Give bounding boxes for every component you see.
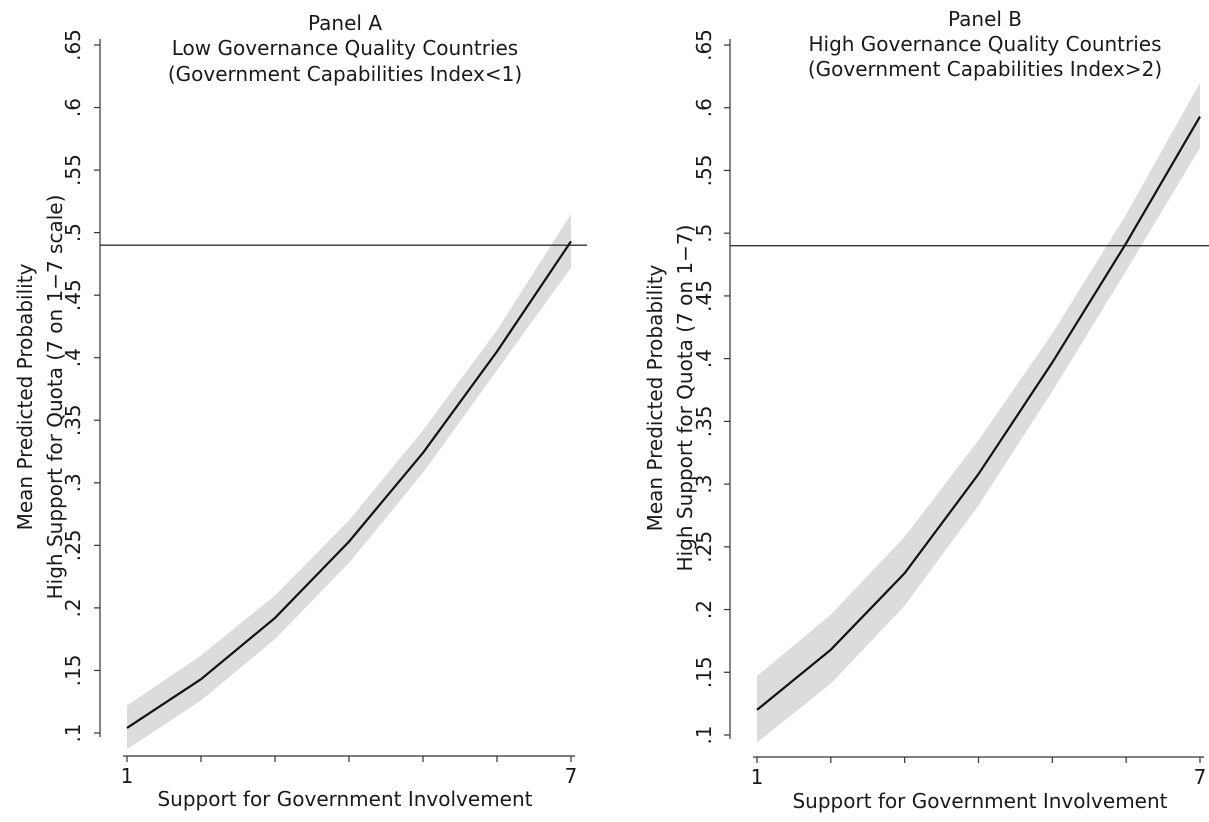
y-tick-label: .5: [692, 224, 716, 243]
y-tick-label: .65: [61, 29, 85, 61]
y-tick-label: .55: [692, 155, 716, 187]
y-tick-label: .2: [61, 598, 85, 617]
panel-subtitle: (Government Capabilities Index>2): [808, 57, 1162, 81]
y-tick-label: .25: [61, 529, 85, 561]
y-tick-label: .35: [61, 404, 85, 436]
confidence-band: [757, 82, 1200, 743]
y-tick-label: .1: [692, 725, 716, 744]
y-tick-label: .45: [61, 279, 85, 311]
y-axis-label: High Support for Quota (7 on 1−7): [673, 225, 697, 572]
y-tick-label: .4: [61, 348, 85, 367]
y-tick-label: .1: [61, 723, 85, 742]
y-tick-label: .15: [692, 656, 716, 688]
x-tick-label: 7: [565, 764, 578, 788]
y-axis-label: Mean Predicted Probability: [643, 264, 667, 531]
y-tick-label: .65: [692, 29, 716, 61]
panel-subtitle: Low Governance Quality Countries: [172, 36, 518, 60]
y-axis-label: Mean Predicted Probability: [13, 263, 37, 530]
panel-title: Panel B: [948, 7, 1022, 31]
panel-subtitle: (Government Capabilities Index<1): [168, 62, 522, 86]
y-tick-label: .55: [61, 154, 85, 186]
panel-subtitle: High Governance Quality Countries: [808, 32, 1161, 56]
y-tick-label: .3: [692, 475, 716, 494]
y-tick-label: .15: [61, 655, 85, 687]
panel-title: Panel A: [308, 11, 382, 35]
y-tick-label: .6: [692, 98, 716, 117]
y-tick-label: .2: [692, 600, 716, 619]
y-tick-label: .25: [692, 531, 716, 563]
x-tick-label: 1: [121, 764, 134, 788]
predicted-probability-line: [756, 115, 1201, 711]
confidence-band: [127, 213, 571, 750]
y-tick-label: .4: [692, 349, 716, 368]
x-axis-label: Support for Government Involvement: [792, 789, 1167, 813]
y-tick-label: .35: [692, 405, 716, 437]
x-axis-label: Support for Government Involvement: [157, 787, 532, 811]
x-tick-label: 1: [751, 765, 764, 789]
y-tick-label: .45: [692, 280, 716, 312]
y-tick-label: .6: [61, 98, 85, 117]
y-axis-label: High Support for Quota (7 on 1−7 scale): [43, 195, 67, 600]
predicted-probability-line: [126, 240, 572, 729]
y-tick-label: .3: [61, 473, 85, 492]
y-tick-label: .5: [61, 223, 85, 242]
x-tick-label: 7: [1194, 765, 1207, 789]
